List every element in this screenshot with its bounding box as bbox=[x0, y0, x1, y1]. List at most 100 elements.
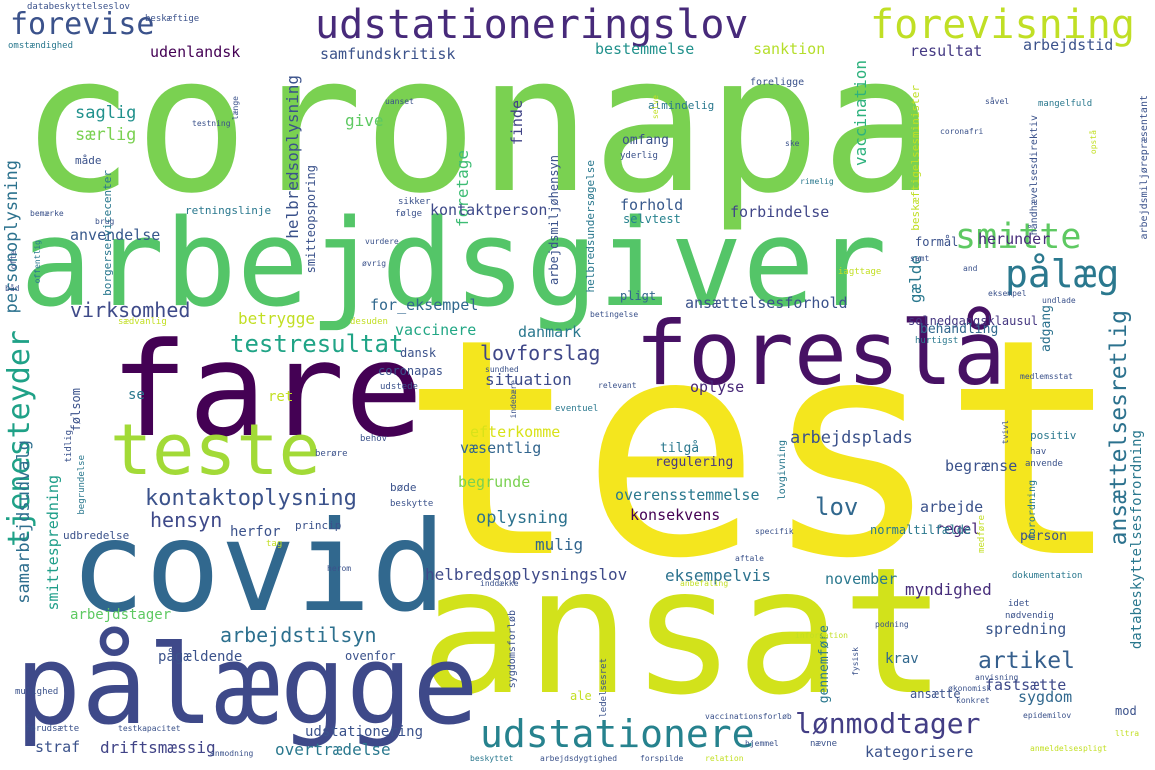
word-lovgivning: lovgivning bbox=[777, 440, 788, 501]
word-foreslaa: foreslå bbox=[635, 302, 1006, 405]
word-almindelig: almindelig bbox=[648, 99, 715, 112]
word-arbejdstilsyn: arbejdstilsyn bbox=[220, 623, 377, 647]
word-iagttage: iagttage bbox=[838, 267, 882, 277]
word-relevant: relevant bbox=[598, 381, 637, 390]
word-beroere: berøre bbox=[315, 449, 348, 459]
word-sanktion: sanktion bbox=[753, 40, 826, 58]
word-teste: teste bbox=[110, 409, 321, 491]
word-ansat: ansat bbox=[420, 531, 947, 734]
word-vaesentlig: væsentlig bbox=[460, 439, 542, 457]
word-adgang: adgang bbox=[1039, 305, 1054, 352]
word-herunder: herunder bbox=[978, 230, 1051, 248]
word-konkret: konkret bbox=[956, 696, 990, 705]
word-saerlig: særlig bbox=[75, 125, 137, 145]
word-mulig: mulig bbox=[535, 535, 584, 554]
word-vaccinere: vaccinere bbox=[395, 321, 477, 339]
word-tidlig: tidlig bbox=[64, 430, 74, 463]
word-finde: finde bbox=[508, 100, 526, 146]
word-saedvanlig: sædvanlig bbox=[118, 317, 167, 327]
word-arbejdsdygtighed: arbejdsdygtighed bbox=[540, 754, 618, 763]
word-ovenfor: ovenfor bbox=[345, 649, 396, 663]
word-maade: måde bbox=[75, 154, 102, 167]
word-opstaa: opstå bbox=[1089, 130, 1098, 155]
word-coronapa: coronapa bbox=[20, 14, 936, 235]
word-behov: behov bbox=[360, 434, 388, 444]
word-forudsaette: forudsætte bbox=[25, 724, 80, 734]
word-ret: ret bbox=[268, 389, 294, 405]
word-paagaeldende: pågældende bbox=[158, 649, 243, 665]
word-offentlig: offentlig bbox=[33, 240, 42, 284]
word-testresultat: testresultat bbox=[230, 330, 404, 358]
word-oplysning: oplysning bbox=[476, 508, 569, 528]
word-hensyn: hensyn bbox=[150, 508, 223, 532]
word-udstationere: udstationere bbox=[480, 712, 755, 756]
word-artikel: artikel bbox=[978, 648, 1075, 674]
word-beskaeftigelsesminister: beskæftigelsesminister bbox=[909, 85, 922, 231]
word-naevne: nævne bbox=[810, 739, 838, 749]
word-foelsom: følsom bbox=[69, 388, 83, 432]
word-podning: podning bbox=[875, 620, 909, 629]
word-test: test bbox=[400, 275, 1123, 624]
word-give: give bbox=[345, 111, 384, 130]
word-laenge: længe bbox=[231, 96, 240, 121]
word-baad: båd bbox=[5, 284, 20, 293]
word-pligt: pligt bbox=[620, 289, 657, 303]
word-desuden: desuden bbox=[350, 317, 388, 327]
word-borgerservicecenter: borgerservicecenter bbox=[101, 170, 114, 296]
word-oekonomisk: økonomisk bbox=[948, 684, 992, 693]
word-samfundskritisk: samfundskritisk bbox=[320, 45, 456, 63]
word-herom: herom bbox=[327, 564, 352, 573]
word-ske: ske bbox=[785, 139, 800, 148]
word-forevise: forevise bbox=[10, 7, 155, 42]
word-undlade: undlade bbox=[1042, 296, 1076, 305]
word-sikker: sikker bbox=[398, 197, 431, 207]
word-helbredsoplysning: helbredsoplysning bbox=[283, 75, 302, 239]
word-coronafri: coronafri bbox=[940, 127, 984, 136]
word-indebaere: indebære bbox=[509, 380, 518, 419]
word-kontaktperson: kontaktperson bbox=[430, 201, 548, 219]
word-retningslinje: retningslinje bbox=[185, 204, 272, 217]
word-mulighed: mulighed bbox=[15, 687, 59, 697]
word-udstationering: udstationering bbox=[305, 724, 424, 740]
word-formaal: formål bbox=[915, 235, 959, 249]
word-situation: situation bbox=[485, 370, 572, 389]
word-anvisning: anvisning bbox=[975, 673, 1019, 682]
word-kontaktoplysning: kontaktoplysning bbox=[145, 486, 357, 511]
word-tvivl: tvivl bbox=[1001, 420, 1010, 445]
word-selve: selve bbox=[651, 95, 660, 120]
word-eventuel: eventuel bbox=[555, 404, 599, 414]
word-mangelfuld: mangelfuld bbox=[1038, 99, 1093, 109]
word-idet: idet bbox=[1008, 599, 1030, 609]
word-mod: mod bbox=[1115, 704, 1137, 718]
word-eksempel: eksempel bbox=[988, 289, 1027, 298]
word-arbejdsmiljoehensyn: arbejdsmiljøhensyn bbox=[547, 155, 561, 286]
word-overensstemmelse: overensstemmelse bbox=[615, 486, 760, 504]
word-bestemmelse: bestemmelse bbox=[595, 40, 695, 58]
word-saavel: såvel bbox=[985, 97, 1010, 106]
word-vurdere: vurdere bbox=[365, 237, 399, 246]
word-anmodning: anmodning bbox=[210, 749, 254, 758]
word-for-eksempel: for_eksempel bbox=[370, 296, 479, 314]
word-forbindelse: forbindelse bbox=[730, 203, 830, 221]
word-helbredsundersoegelse: helbredsundersøgelse bbox=[584, 160, 597, 293]
word-epidemilov: epidemilov bbox=[1023, 711, 1072, 720]
word-lovforslag: lovforslag bbox=[480, 341, 601, 365]
word-beskytte: beskytte bbox=[390, 499, 434, 509]
word-databeskyttelsesforordning: databeskyttelsesforordning bbox=[1129, 430, 1145, 650]
word-specifik: specifik bbox=[755, 527, 794, 536]
word-solnedgangsklausul: solnedgangsklausul bbox=[908, 314, 1039, 328]
word-hjemmel: hjemmel bbox=[745, 739, 779, 748]
word-forordning: forordning bbox=[1027, 480, 1038, 541]
word-information: information bbox=[795, 631, 848, 640]
word-fastsaette: fastsætte bbox=[985, 676, 1067, 694]
word-saglig: saglig bbox=[75, 103, 137, 123]
word-arbejdstid: arbejdstid bbox=[1023, 36, 1114, 54]
word-foelge: følge bbox=[395, 209, 423, 219]
word-foreligge: foreligge bbox=[750, 77, 805, 88]
word-arbejdsplads: arbejdsplads bbox=[790, 428, 913, 448]
word-rimelig: rimelig bbox=[800, 177, 834, 186]
word-normaltilfaelde: normaltilfælde bbox=[870, 523, 972, 537]
word-ansaettelsesforhold: ansættelsesforhold bbox=[685, 294, 848, 312]
word-oevrig: øvrig bbox=[362, 259, 387, 268]
